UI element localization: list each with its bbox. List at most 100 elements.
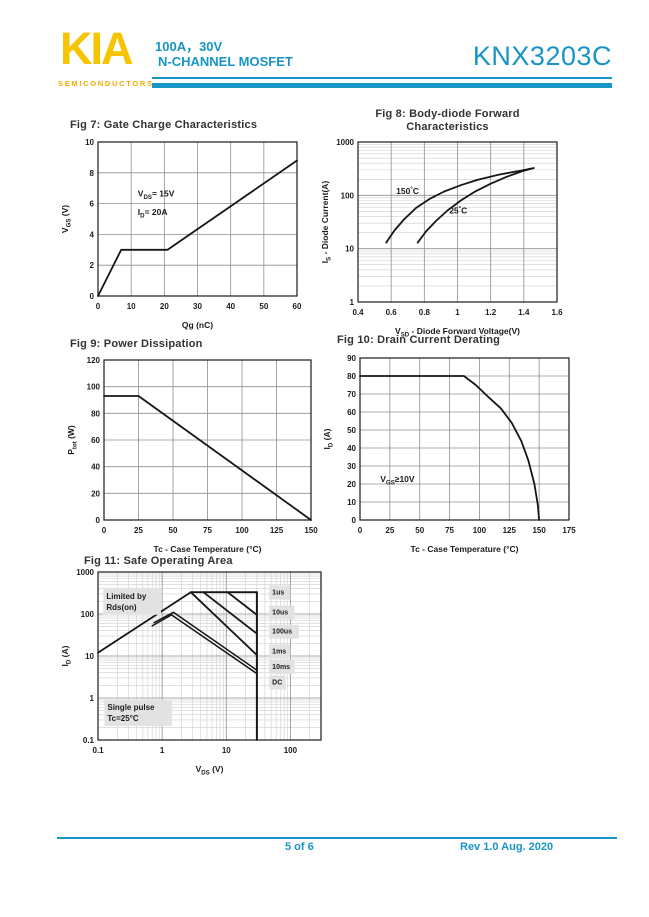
svg-text:25: 25 [134, 526, 143, 535]
svg-text:ID= 20A: ID= 20A [138, 207, 168, 220]
svg-text:10ms: 10ms [272, 664, 290, 671]
svg-text:0.4: 0.4 [352, 308, 364, 317]
fig10-drain-current-derating-chart: 0 25 50 75 100 125 150 175 0 10 20 30 40 50 60 70 80 90 Tc… [322, 354, 576, 554]
svg-text:4: 4 [90, 230, 95, 239]
svg-text:10: 10 [347, 498, 356, 507]
svg-text:20: 20 [160, 302, 169, 311]
svg-text:60: 60 [91, 436, 100, 445]
svg-text:120: 120 [87, 356, 101, 365]
svg-text:Limited by: Limited by [106, 592, 147, 601]
svg-text:20: 20 [347, 480, 356, 489]
logo-subtitle: SEMICONDUCTORS [58, 79, 154, 88]
kia-logo: KIA [60, 23, 133, 74]
svg-text:Tc - Case Temperature (°C): Tc - Case Temperature (°C) [411, 544, 519, 554]
svg-text:60: 60 [293, 302, 302, 311]
svg-text:1: 1 [160, 746, 165, 755]
svg-text:1us: 1us [272, 590, 284, 597]
svg-text:10: 10 [85, 138, 94, 147]
svg-text:Tc - Case Temperature (°C): Tc - Case Temperature (°C) [154, 544, 262, 554]
fig9-title: Fig 9: Power Dissipation [70, 338, 203, 350]
header-rule-thin [152, 77, 612, 79]
svg-text:80: 80 [91, 409, 100, 418]
svg-text:25°C: 25°C [449, 205, 467, 215]
svg-text:0: 0 [352, 516, 357, 525]
svg-text:DC: DC [272, 679, 282, 686]
svg-text:10: 10 [345, 245, 354, 254]
svg-text:100: 100 [81, 610, 95, 619]
svg-text:100: 100 [284, 746, 298, 755]
svg-text:150: 150 [532, 526, 546, 535]
svg-text:150: 150 [304, 526, 318, 535]
svg-text:50: 50 [169, 526, 178, 535]
svg-text:1: 1 [455, 308, 460, 317]
svg-text:125: 125 [270, 526, 284, 535]
svg-text:0.1: 0.1 [92, 746, 104, 755]
part-number: KNX3203C [472, 41, 612, 71]
svg-text:1.6: 1.6 [551, 308, 563, 317]
fig8-title: Fig 8: Body-diode Forward Characteristic… [375, 108, 520, 133]
svg-text:40: 40 [91, 463, 100, 472]
svg-text:Ptot (W): Ptot (W) [66, 425, 79, 455]
svg-text:2: 2 [90, 261, 95, 270]
svg-text:25: 25 [385, 526, 394, 535]
fig8-body-diode-chart: 0.4 0.6 0.8 1 1.2 1.4 1.6 1 10 100 1000 VSD - Diode… [320, 138, 563, 339]
svg-text:1: 1 [350, 298, 355, 307]
svg-text:Rds(on): Rds(on) [106, 603, 137, 612]
svg-text:0: 0 [102, 526, 107, 535]
svg-text:10: 10 [127, 302, 136, 311]
svg-text:75: 75 [203, 526, 212, 535]
svg-text:1000: 1000 [336, 138, 354, 147]
svg-text:40: 40 [347, 444, 356, 453]
svg-text:Tc=25°C: Tc=25°C [107, 714, 139, 723]
fig7-title: Fig 7: Gate Charge Characteristics [70, 119, 258, 131]
svg-text:1.2: 1.2 [485, 308, 497, 317]
svg-text:VSD - Diode Forward Voltage(V): VSD - Diode Forward Voltage(V) [395, 326, 520, 339]
svg-text:60: 60 [347, 408, 356, 417]
svg-text:0: 0 [96, 302, 101, 311]
svg-text:1000: 1000 [76, 568, 94, 577]
svg-text:100: 100 [473, 526, 487, 535]
page-indicator: 5 of 6 [285, 841, 314, 853]
svg-text:VDS= 15V: VDS= 15V [138, 189, 175, 202]
fig9-power-dissipation-chart: 0 25 50 75 100 125 150 0 20 40 60 80 100 120 Tc - Case… [66, 356, 318, 554]
svg-text:40: 40 [226, 302, 235, 311]
fig10-title: Fig 10: Drain Current Derating [337, 334, 501, 346]
footer-rule [57, 837, 617, 839]
fig7-gate-charge-chart: 0 10 20 30 40 50 60 0 2 4 6 8 10 Qg (nC) VGS (V) VDS= 1… [60, 138, 302, 330]
svg-text:0.6: 0.6 [386, 308, 398, 317]
revision-label: Rev 1.0 Aug. 2020 [460, 841, 554, 853]
device-rating: 100A，30V [155, 39, 223, 54]
svg-text:0: 0 [96, 516, 101, 525]
svg-text:IS - Diode Current(A): IS - Diode Current(A) [320, 181, 333, 264]
svg-text:75: 75 [445, 526, 454, 535]
svg-text:30: 30 [347, 462, 356, 471]
svg-text:70: 70 [347, 390, 356, 399]
svg-text:0.8: 0.8 [419, 308, 431, 317]
svg-text:1: 1 [90, 694, 95, 703]
svg-text:20: 20 [91, 489, 100, 498]
svg-text:VGS (V): VGS (V) [60, 205, 73, 233]
svg-text:150°C: 150°C [396, 186, 419, 196]
fig11-safe-operating-area-chart: 0.1 1 10 100 0.1 1 10 100 1000 VDS (V) ID (A) Limit… [60, 568, 322, 777]
svg-text:50: 50 [415, 526, 424, 535]
svg-text:0: 0 [90, 292, 95, 301]
svg-text:VGS≥10V: VGS≥10V [380, 474, 415, 487]
svg-text:80: 80 [347, 372, 356, 381]
svg-text:ID (A): ID (A) [322, 428, 335, 449]
svg-text:10us: 10us [272, 609, 288, 616]
svg-text:100us: 100us [272, 629, 292, 636]
svg-text:10: 10 [85, 652, 94, 661]
svg-text:8: 8 [90, 169, 95, 178]
svg-text:100: 100 [87, 383, 101, 392]
svg-text:10: 10 [222, 746, 231, 755]
header-rule-thick [152, 83, 612, 88]
svg-text:1ms: 1ms [272, 648, 286, 655]
svg-text:50: 50 [347, 426, 356, 435]
svg-text:0.1: 0.1 [83, 736, 95, 745]
svg-text:50: 50 [259, 302, 268, 311]
fig11-title: Fig 11: Safe Operating Area [84, 555, 233, 567]
svg-text:ID (A): ID (A) [60, 645, 73, 666]
device-type: N-CHANNEL MOSFET [158, 54, 293, 69]
svg-text:90: 90 [347, 354, 356, 363]
